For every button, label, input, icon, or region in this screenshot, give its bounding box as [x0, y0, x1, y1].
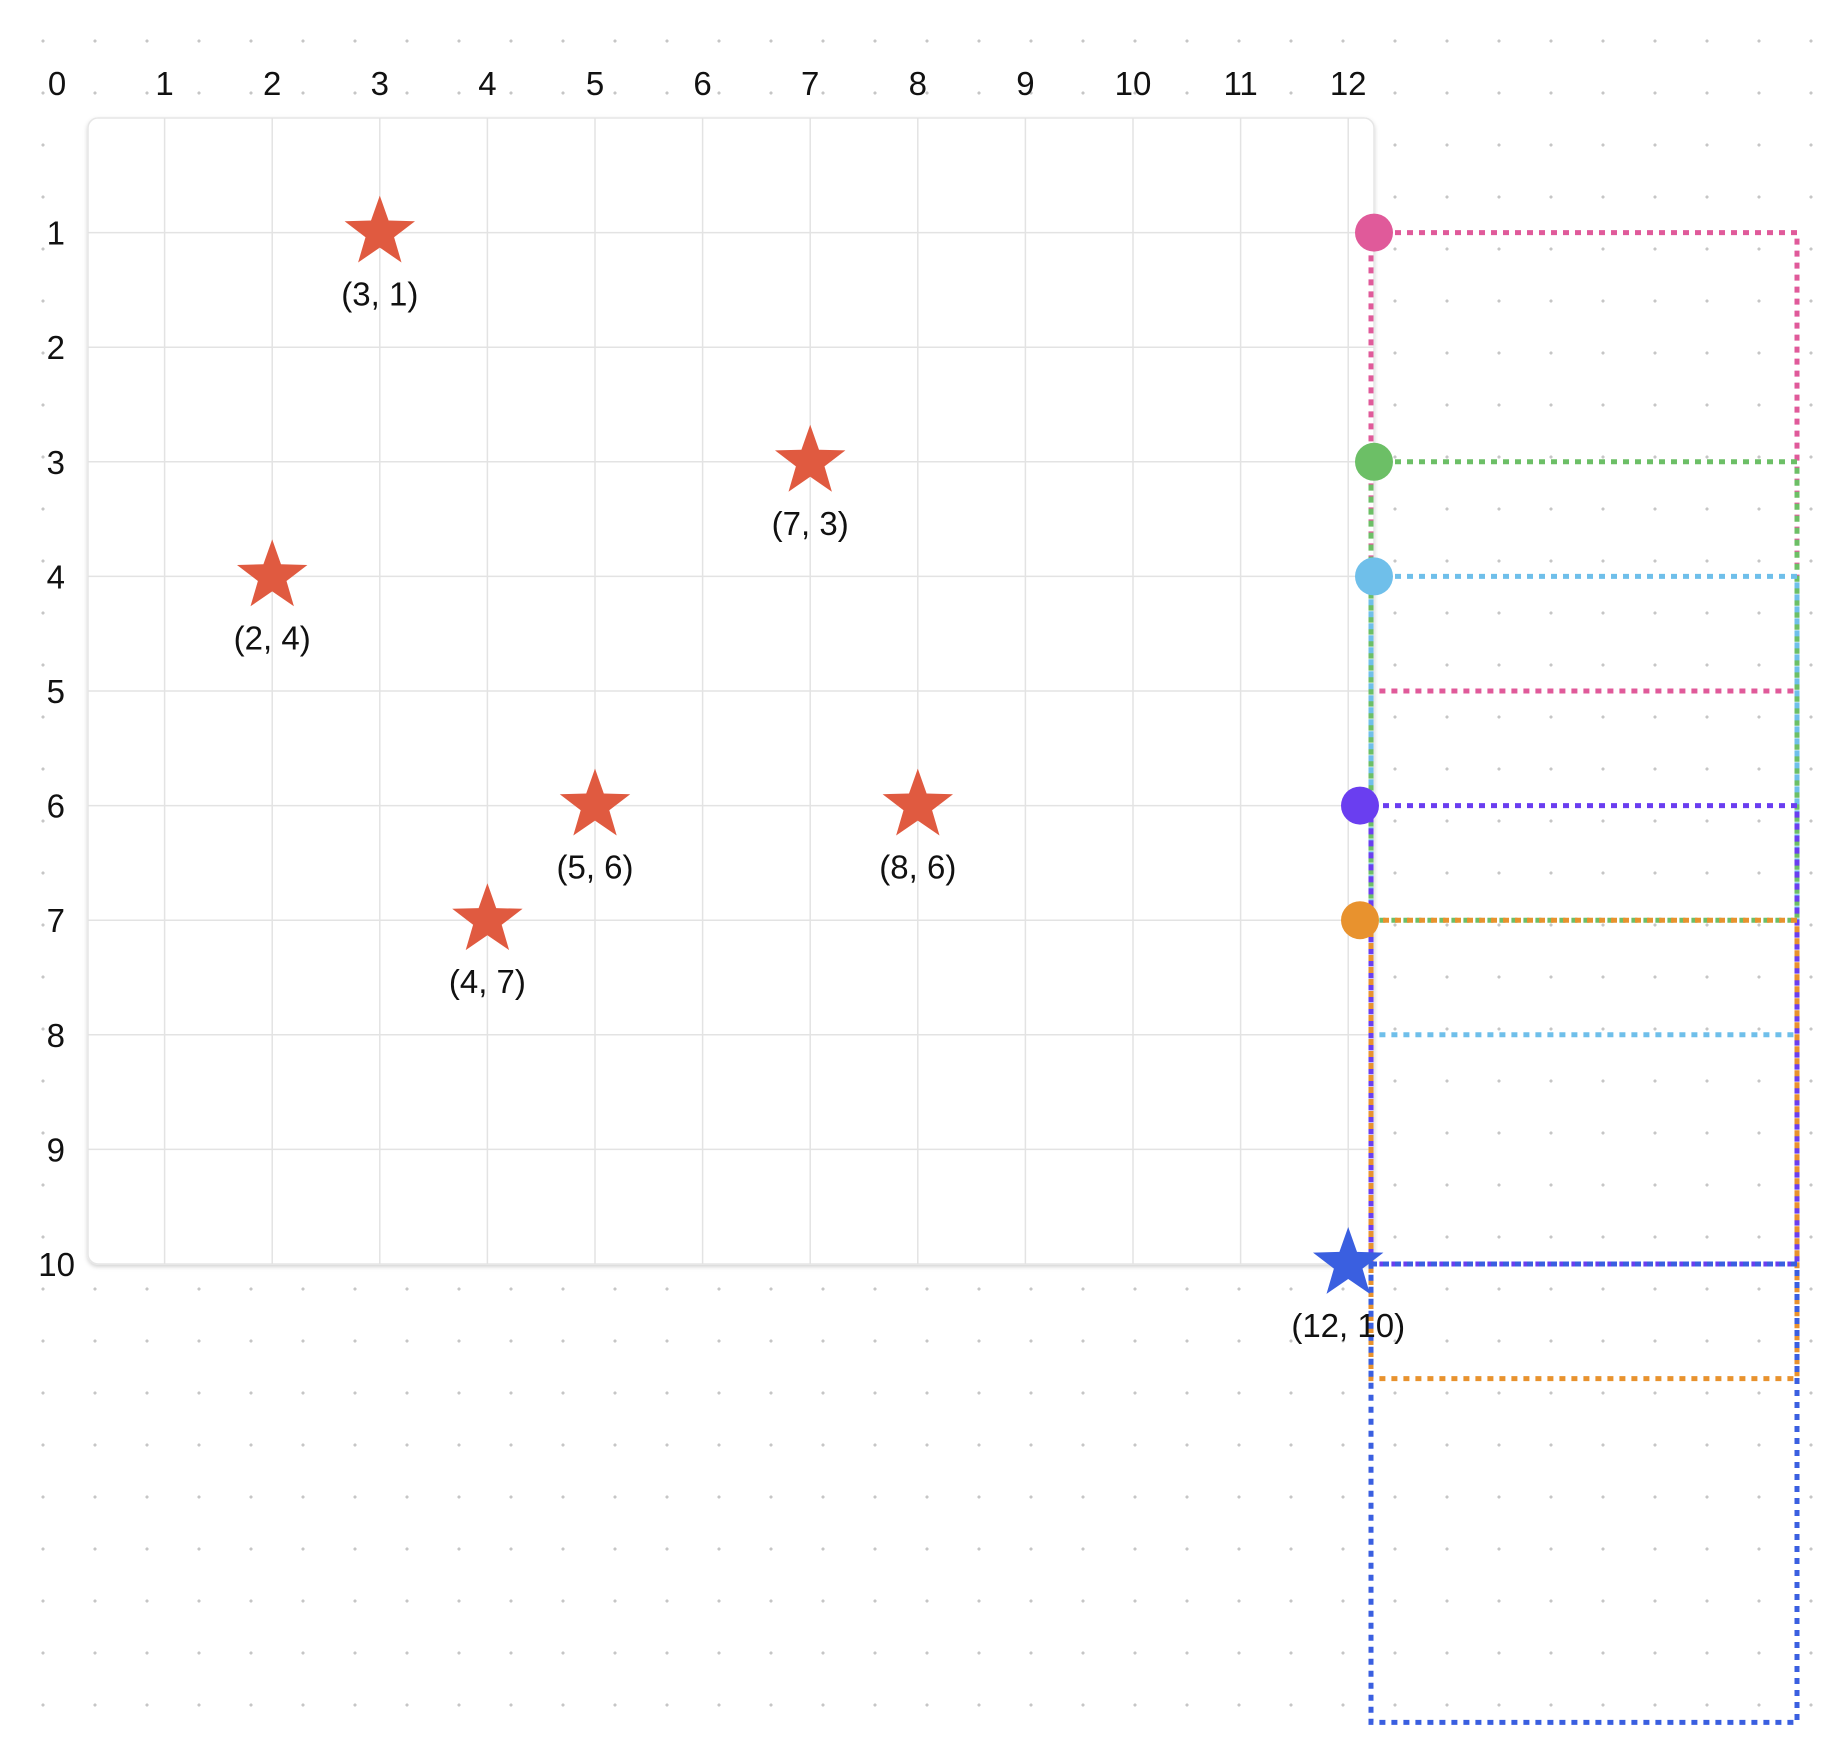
point-label: (12, 10): [1291, 1307, 1405, 1344]
star-point: [1313, 1227, 1384, 1294]
point-label: (4, 7): [449, 963, 526, 1000]
range-box-blue: [1368, 1261, 1800, 1725]
x-tick-label: 3: [371, 65, 389, 102]
star-point: [882, 768, 953, 836]
y-tick-label: 5: [47, 673, 65, 710]
range-boxes: [1341, 213, 1800, 1725]
range-box-orange: [1368, 917, 1800, 1382]
point-label: (2, 4): [234, 619, 311, 656]
range-marker-light-blue: [1355, 557, 1393, 596]
x-tick-label: 4: [478, 65, 496, 102]
y-tick-label: 8: [47, 1017, 65, 1054]
x-axis-ticks: 0 1 2 3 4 5 6 7 8 9 10 11 12: [48, 65, 1367, 102]
y-tick-label: 10: [38, 1246, 75, 1283]
point-label: (8, 6): [879, 849, 956, 886]
point-label: (7, 3): [772, 505, 849, 542]
x-tick-label: 8: [909, 65, 927, 102]
star-point: [559, 768, 631, 836]
y-tick-label: 1: [47, 215, 65, 252]
x-tick-label: 6: [693, 65, 711, 102]
y-axis-ticks: 1 2 3 4 5 6 7 8 9 10: [38, 215, 75, 1283]
range-marker-pink: [1355, 213, 1393, 252]
x-tick-label: 2: [263, 65, 281, 102]
range-marker-green: [1355, 442, 1393, 481]
y-tick-label: 6: [47, 788, 65, 825]
x-tick-label: 0: [48, 65, 66, 102]
star-point: [344, 195, 415, 263]
star-point: [775, 424, 846, 492]
y-tick-label: 2: [47, 329, 65, 366]
y-tick-label: 7: [47, 902, 65, 939]
grid-lines: [88, 118, 1374, 1264]
range-marker-orange: [1341, 901, 1379, 940]
range-box-purple: [1368, 803, 1800, 1267]
x-tick-label: 7: [801, 65, 819, 102]
point-label: (5, 6): [556, 849, 633, 886]
x-tick-label: 12: [1330, 65, 1367, 102]
x-tick-label: 9: [1016, 65, 1034, 102]
y-tick-label: 3: [47, 444, 65, 481]
x-tick-label: 11: [1223, 65, 1257, 102]
point-label: (3, 1): [341, 276, 418, 313]
star-points: (3, 1) (7, 3) (2, 4) (5, 6) (8, 6) (4, 7) (12,…: [234, 195, 1405, 1344]
range-marker-purple: [1341, 786, 1379, 825]
star-point: [237, 539, 308, 607]
y-tick-label: 4: [47, 558, 65, 595]
x-tick-label: 10: [1115, 65, 1152, 102]
x-tick-label: 1: [155, 65, 173, 102]
y-tick-label: 9: [47, 1131, 65, 1168]
range-box-green: [1368, 459, 1800, 923]
x-tick-label: 5: [586, 65, 604, 102]
star-point: [452, 883, 523, 951]
